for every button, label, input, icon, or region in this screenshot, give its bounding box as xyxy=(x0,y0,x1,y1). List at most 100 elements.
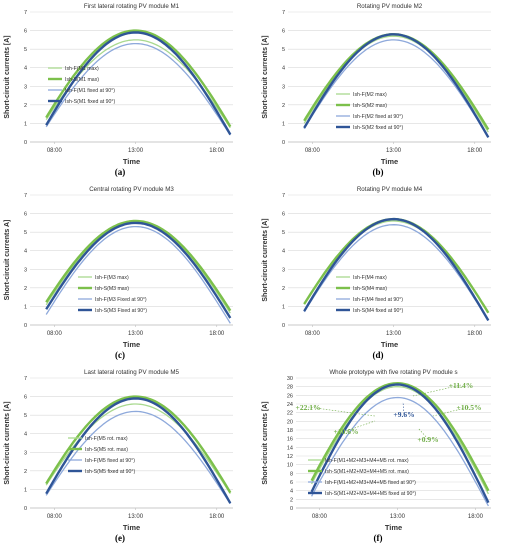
series-line-3 xyxy=(45,410,231,505)
legend-entry: Ish-S(M4 max) xyxy=(353,286,387,292)
annotation-label: +11.4% xyxy=(449,381,474,390)
annotation-leader xyxy=(345,420,376,432)
x-tick-label: 13:00 xyxy=(386,148,402,154)
x-axis-label: Time xyxy=(123,340,140,349)
y-tick-label: 4 xyxy=(282,66,285,72)
chart-title: First lateral rotating PV module M1 xyxy=(84,3,180,10)
y-tick-label: 5 xyxy=(24,47,27,53)
y-tick-label: 18 xyxy=(287,428,293,434)
legend-entry: Ish-S(M1 max) xyxy=(65,77,99,83)
legend-entry: Ish-S(M4 fixed at 90°) xyxy=(353,308,403,314)
legend-entry: Ish-F(M3 Fixed at 90°) xyxy=(95,297,147,303)
x-tick-label: 18:00 xyxy=(209,148,225,154)
panel-caption: (f) xyxy=(374,533,383,543)
legend-entry: Ish-F(M1 fixed at 90°) xyxy=(65,88,115,94)
y-tick-label: 2 xyxy=(24,469,27,475)
x-axis-label: Time xyxy=(123,157,140,166)
x-tick-label: 08:00 xyxy=(47,148,63,154)
chart-panel-2: Rotating PV module M2 0 1 2 3 4 5 6 7 08:00 13:00 1… xyxy=(262,3,491,177)
annotation-leader xyxy=(412,384,462,397)
y-tick-label: 0 xyxy=(24,323,27,329)
annotation-leader xyxy=(307,406,376,417)
y-tick-label: 20 xyxy=(287,419,293,425)
y-axis-label: Short-circuit currents A] xyxy=(4,220,11,301)
chart-title: Central rotating PV module M3 xyxy=(89,186,174,193)
annotation-leader xyxy=(402,401,405,415)
y-tick-label: 6 xyxy=(282,29,285,35)
legend-entry: Ish-F(M4 max) xyxy=(353,275,387,281)
series-line-3 xyxy=(45,42,231,136)
x-tick-label: 08:00 xyxy=(47,514,63,520)
y-axis-label: Short-circuit currents [A] xyxy=(4,35,11,118)
y-tick-label: 4 xyxy=(24,432,27,438)
x-tick-label: 13:00 xyxy=(128,514,144,520)
y-axis-label: Short-circuit currents [A] xyxy=(262,401,269,484)
chart-title: Whole prototype with five rotating PV mo… xyxy=(329,369,457,376)
x-tick-label: 08:00 xyxy=(305,331,321,337)
y-tick-label: 3 xyxy=(24,450,27,456)
y-tick-label: 1 xyxy=(24,121,27,127)
series-line-1 xyxy=(311,386,489,495)
panel-caption: (e) xyxy=(115,533,125,543)
x-tick-label: 08:00 xyxy=(312,514,328,520)
y-tick-label: 5 xyxy=(282,47,285,53)
y-tick-label: 6 xyxy=(282,212,285,218)
y-tick-label: 12 xyxy=(287,454,293,460)
y-tick-label: 3 xyxy=(282,84,285,90)
series-line-4 xyxy=(303,217,490,322)
legend-entry: Ish-F(M5 rot. max) xyxy=(85,436,128,442)
x-tick-label: 18:00 xyxy=(467,148,483,154)
y-tick-label: 0 xyxy=(282,323,285,329)
annotation-label: +9.6% xyxy=(393,410,414,419)
legend-entry: Ish-F(M4 fixed at 90°) xyxy=(353,297,403,303)
y-tick-label: 3 xyxy=(24,267,27,273)
y-tick-label: 2 xyxy=(282,103,285,109)
legend-entry: Ish-F(M5 fixed at 90°) xyxy=(85,458,135,464)
series-line-4 xyxy=(45,397,232,504)
series-line-2 xyxy=(45,219,232,312)
x-axis-label: Time xyxy=(381,340,398,349)
series-line-4 xyxy=(303,33,490,138)
legend-entry: Ish-S(M5 rot. max) xyxy=(85,447,128,453)
chart-title: Last lateral rotating PV module M5 xyxy=(84,369,179,376)
series-line-4 xyxy=(45,221,232,319)
x-tick-label: 18:00 xyxy=(209,331,225,337)
x-axis-label: Time xyxy=(123,523,140,532)
series-line-4 xyxy=(310,383,490,504)
y-tick-label: 7 xyxy=(24,193,27,199)
annotation-label: +10.5% xyxy=(457,403,482,412)
legend-entry: Ish-S(M3 max) xyxy=(95,286,129,292)
y-tick-label: 14 xyxy=(287,445,293,451)
y-tick-label: 26 xyxy=(287,393,293,399)
panel-caption: (c) xyxy=(115,350,125,360)
y-tick-label: 2 xyxy=(24,103,27,109)
annotation-leader xyxy=(432,406,470,417)
y-tick-label: 22 xyxy=(287,411,293,417)
annotation-label: +10.6% xyxy=(334,427,359,436)
legend-entry: Ish-S(M2 max) xyxy=(353,103,387,109)
y-axis-label: Short-circuit currents [A] xyxy=(262,218,269,301)
legend-entry: Ish-S(M2 fixed at 90°) xyxy=(353,125,403,131)
chart-panel-5: Last lateral rotating PV module M5 0 1 2 3 4 5… xyxy=(4,369,233,543)
x-axis-label: Time xyxy=(385,523,402,532)
legend-entry: Ish-F(M2 max) xyxy=(353,92,387,98)
annotation-leader xyxy=(417,427,429,440)
y-tick-label: 6 xyxy=(24,212,27,218)
y-tick-label: 4 xyxy=(290,489,293,495)
x-tick-label: 08:00 xyxy=(47,331,63,337)
x-tick-label: 13:00 xyxy=(386,331,402,337)
y-tick-label: 1 xyxy=(282,121,285,127)
annotation-label: +22.1% xyxy=(296,403,321,412)
chart-panel-1: First lateral rotating PV module M1 0 1 2 3 4… xyxy=(4,3,233,177)
y-tick-label: 4 xyxy=(24,66,27,72)
y-tick-label: 0 xyxy=(24,140,27,146)
legend-entry: Ish-F(M3 max) xyxy=(95,275,129,281)
legend-entry: Ish-S(M5 fixed at 90°) xyxy=(85,469,135,475)
series-line-2 xyxy=(310,382,490,492)
y-axis-label: Short-circuit currents [A] xyxy=(4,401,11,484)
x-tick-label: 18:00 xyxy=(467,331,483,337)
y-tick-label: 3 xyxy=(24,84,27,90)
chart-title: Rotating PV module M4 xyxy=(357,186,423,193)
legend-entry: Ish-F(M2 fixed at 90°) xyxy=(353,114,403,120)
